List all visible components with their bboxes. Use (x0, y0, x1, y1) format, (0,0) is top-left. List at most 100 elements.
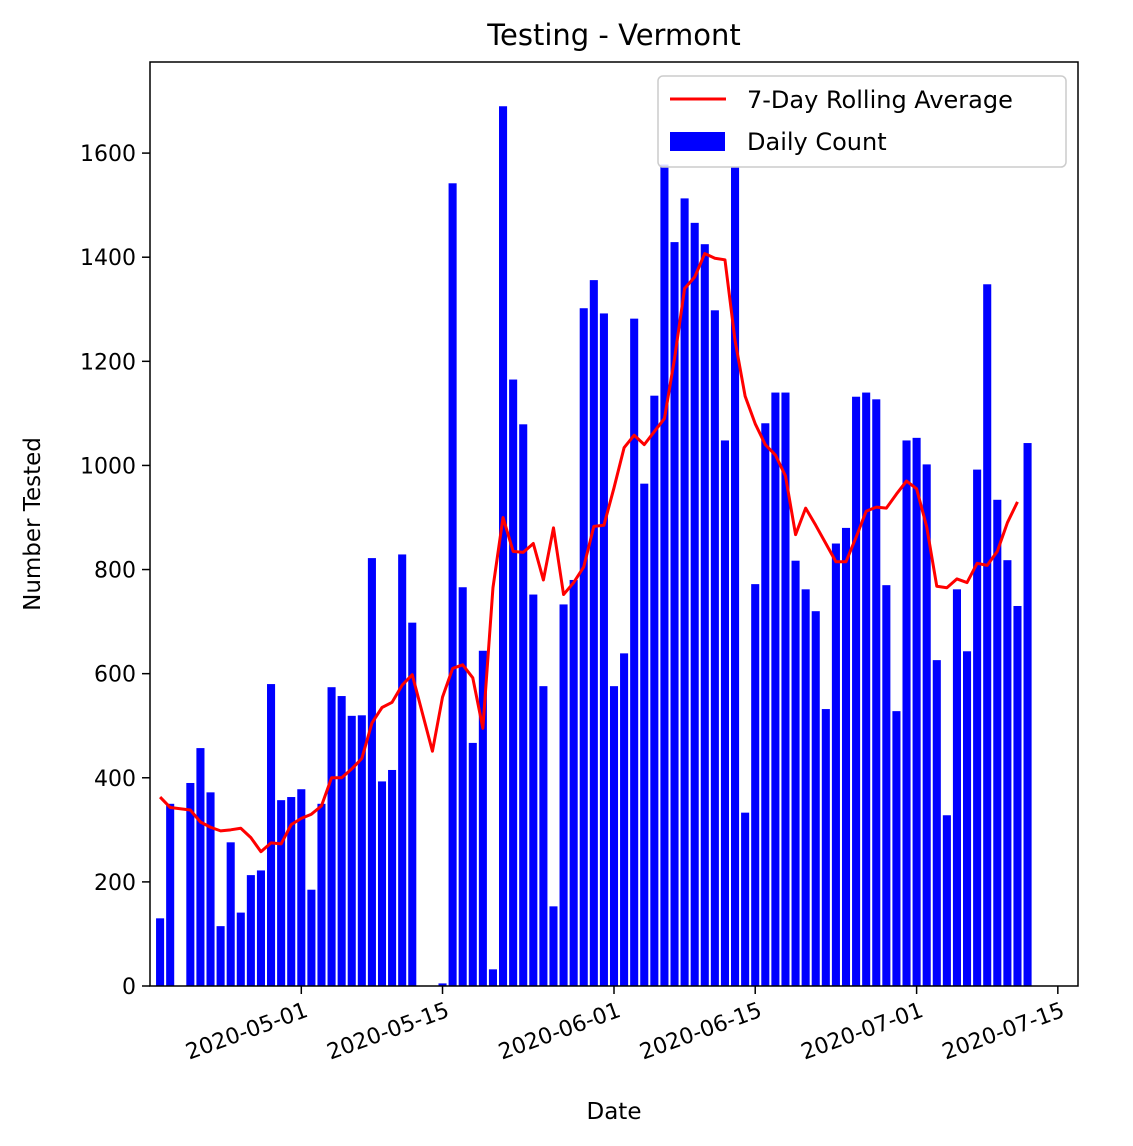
bar (509, 379, 518, 986)
chart-title: Testing - Vermont (486, 18, 740, 52)
bar (690, 222, 699, 987)
bar (1023, 443, 1032, 986)
bar (841, 527, 851, 986)
bar (609, 686, 619, 986)
bar (408, 622, 417, 986)
bar (892, 711, 901, 986)
bar (377, 781, 387, 986)
bar (710, 310, 719, 986)
bar (902, 440, 911, 986)
bar (448, 183, 457, 987)
bar (932, 660, 941, 986)
bar (398, 554, 407, 986)
bar (256, 870, 265, 986)
bar (1013, 605, 1022, 986)
bar (166, 803, 175, 986)
bar (186, 782, 195, 986)
bar (952, 589, 961, 986)
bar (963, 651, 972, 986)
bar (680, 198, 689, 986)
bar (529, 594, 538, 986)
bar (942, 815, 951, 986)
bars-layer (156, 106, 1032, 987)
x-tick-label: 2020-06-15 (637, 998, 766, 1065)
bar (519, 424, 528, 986)
bar (337, 696, 346, 986)
bar (852, 396, 861, 987)
x-tick-label: 2020-07-01 (798, 998, 927, 1065)
x-tick-label: 2020-05-01 (183, 998, 312, 1065)
bar (478, 650, 487, 986)
bar (731, 166, 740, 986)
bar (973, 469, 982, 987)
bar (741, 812, 750, 986)
bar (236, 912, 245, 986)
legend-label-daily-count: Daily Count (747, 128, 887, 156)
bar (620, 653, 629, 986)
y-tick-label: 1400 (80, 246, 136, 271)
bar (196, 748, 205, 986)
bar (367, 558, 376, 986)
x-tick-label: 2020-05-15 (324, 998, 453, 1065)
bar (499, 106, 508, 986)
bar (246, 875, 255, 986)
x-axis-label: Date (587, 1099, 642, 1125)
bar (216, 926, 225, 986)
bar (539, 686, 548, 986)
bar (559, 604, 568, 986)
bar (277, 800, 286, 986)
bar (357, 715, 366, 986)
y-tick-label: 600 (94, 663, 136, 688)
y-tick-label: 1000 (80, 454, 136, 479)
bar (267, 684, 276, 986)
bar (751, 584, 760, 986)
bar (488, 969, 497, 986)
legend-label-rolling-average: 7-Day Rolling Average (747, 86, 1013, 114)
legend: 7-Day Rolling Average Daily Count (657, 75, 1067, 168)
y-tick-label: 800 (94, 559, 136, 584)
bar (791, 560, 800, 986)
legend-frame (657, 75, 1067, 168)
bar (771, 392, 780, 986)
bar (811, 611, 820, 986)
bar (569, 579, 578, 986)
bar (589, 280, 598, 986)
x-tick-label: 2020-06-01 (495, 998, 624, 1065)
bar (670, 242, 679, 987)
bar (156, 918, 165, 986)
bar (438, 983, 447, 986)
legend-bar-swatch (670, 132, 725, 151)
bar (720, 440, 729, 986)
bar (347, 715, 356, 986)
bar (983, 284, 992, 986)
bar (862, 392, 871, 986)
bar (821, 709, 830, 986)
bar (660, 164, 669, 987)
bar (650, 395, 659, 986)
y-axis: 0 200 400 600 800 1000 1200 1400 1600 (80, 142, 150, 1000)
bar (549, 906, 558, 986)
bar (640, 483, 649, 986)
y-tick-label: 0 (122, 975, 136, 1000)
bar (388, 769, 397, 986)
y-tick-label: 200 (94, 871, 136, 896)
bar (882, 585, 891, 986)
y-tick-label: 1600 (80, 142, 136, 167)
bar (599, 313, 608, 986)
bar (700, 244, 709, 986)
bar (206, 792, 215, 986)
y-tick-label: 1200 (80, 350, 136, 375)
bar (287, 797, 296, 986)
bar (1003, 560, 1012, 986)
bar (922, 464, 931, 986)
bar (781, 392, 790, 986)
bar (801, 589, 810, 986)
bar (579, 308, 588, 987)
rolling-average-line (159, 252, 1019, 854)
y-tick-label: 400 (94, 767, 136, 792)
bar (307, 889, 316, 986)
x-tick-label: 2020-07-15 (939, 998, 1068, 1065)
bar (993, 499, 1002, 986)
bar (297, 789, 306, 986)
